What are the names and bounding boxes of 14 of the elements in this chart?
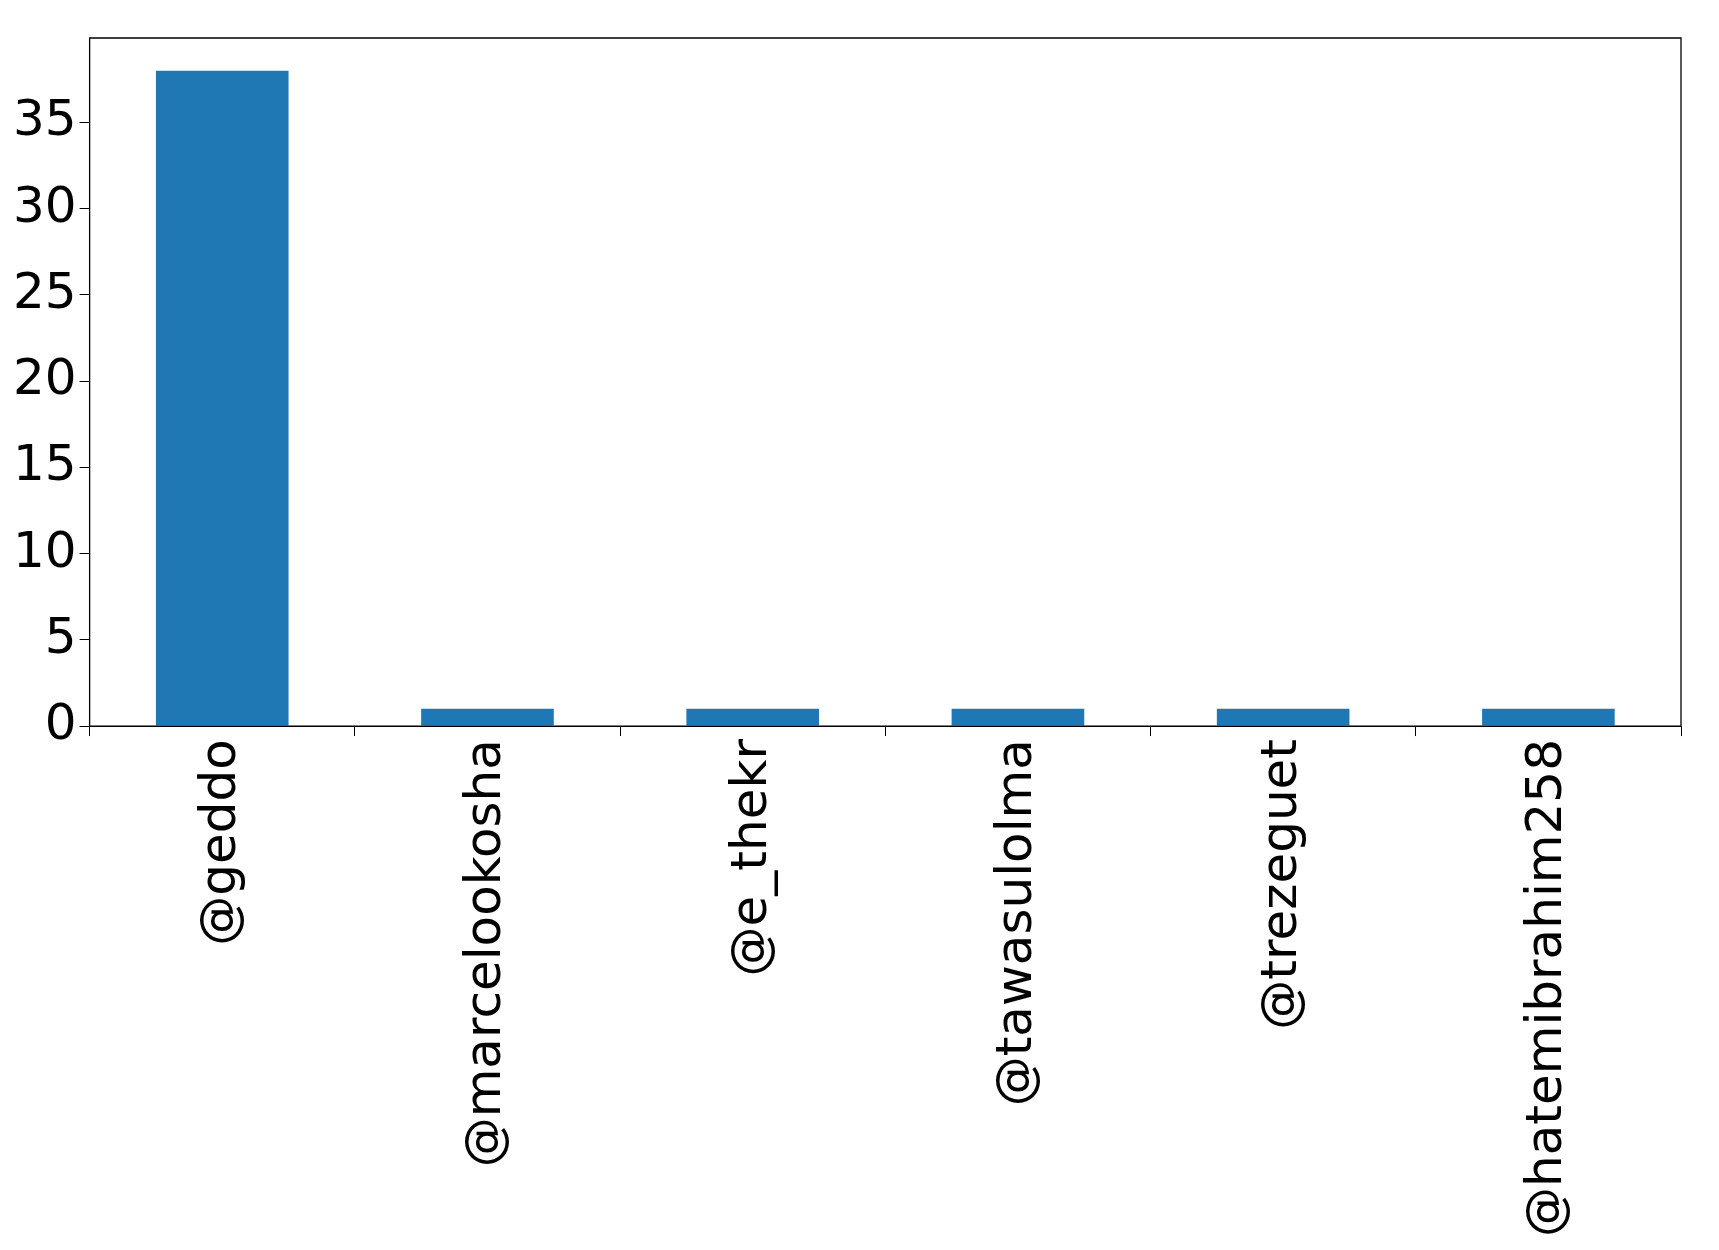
y-tick-label: 15 <box>13 434 77 493</box>
y-tick-label: 35 <box>13 89 77 148</box>
y-tick-label: 10 <box>13 520 77 579</box>
x-tick-label: @trezeguet <box>1250 739 1309 1030</box>
y-tick-label: 5 <box>44 606 77 665</box>
x-tick-label: @e_thekr <box>719 738 778 977</box>
x-tick-label: @tawasulolma <box>984 739 1043 1107</box>
y-tick-label: 30 <box>13 175 77 234</box>
y-tick-label: 20 <box>13 348 77 407</box>
x-tick-label: @marcelookosha <box>454 739 513 1168</box>
x-tick-label: @hatemibrahim258 <box>1515 739 1574 1237</box>
y-tick-label: 0 <box>44 693 77 752</box>
y-tick-label: 25 <box>13 261 77 320</box>
x-tick-label: @geddo <box>189 739 248 946</box>
